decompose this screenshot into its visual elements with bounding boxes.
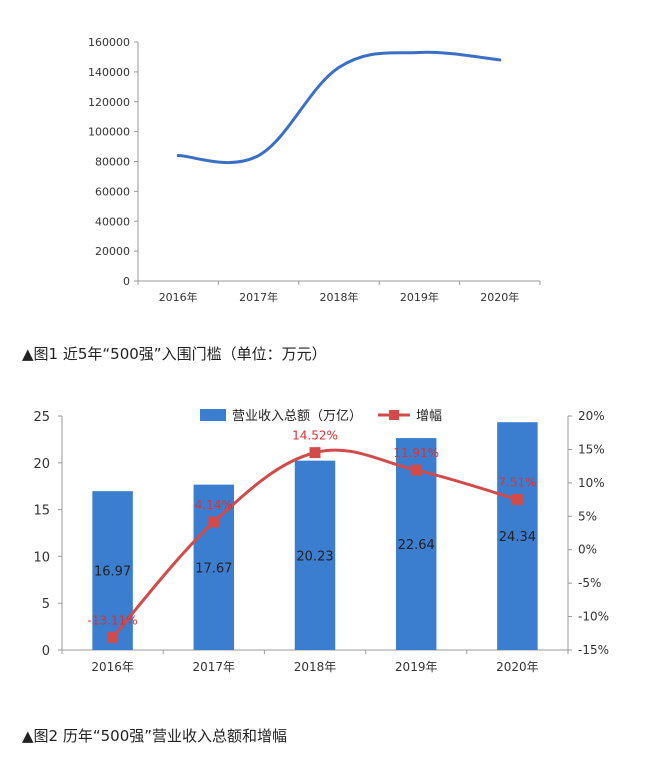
legend-growth-marker bbox=[389, 410, 399, 420]
y-tick-label: 100000 bbox=[88, 126, 130, 139]
chart-threshold-line: 0 20000 40000 60000 80000 100000 120000 140000 1… bbox=[88, 36, 541, 304]
y-tick-label: 120000 bbox=[88, 96, 130, 109]
revenue-bar-label: 22.64 bbox=[398, 538, 435, 553]
right-tick-label: 10% bbox=[578, 476, 605, 490]
x-tick-label: 2019年 bbox=[395, 660, 438, 674]
right-tick-label: -5% bbox=[578, 576, 601, 590]
revenue-bar bbox=[193, 484, 235, 650]
left-tick-label: 15 bbox=[33, 504, 50, 519]
growth-marker bbox=[410, 464, 422, 476]
left-tick-label: 5 bbox=[42, 597, 50, 612]
growth-marker bbox=[208, 516, 220, 528]
legend-revenue-label: 营业收入总额（万亿） bbox=[232, 409, 362, 424]
left-tick-label: 0 bbox=[42, 644, 50, 659]
chart-revenue-growth: 0 5 10 15 20 25 -15% -10% -5% 0% 5% 10% 15% 20% 2016年 2… bbox=[33, 409, 609, 674]
left-tick-label: 10 bbox=[33, 550, 50, 565]
right-tick-label: 5% bbox=[578, 509, 597, 523]
y-tick-label: 60000 bbox=[95, 185, 130, 198]
growth-marker bbox=[511, 494, 523, 506]
growth-label: 11.91% bbox=[393, 446, 439, 460]
growth-label: -13.11% bbox=[88, 613, 138, 627]
y-tick-label: 140000 bbox=[88, 66, 130, 79]
revenue-bar bbox=[497, 422, 538, 650]
x-tick-label: 2018年 bbox=[294, 660, 337, 674]
y-tick-label: 40000 bbox=[95, 215, 130, 228]
x-tick-label: 2019年 bbox=[400, 290, 439, 304]
revenue-bar bbox=[294, 460, 336, 650]
figure1-caption: ▲图1 近5年“500强”入围门槛（单位：万元） bbox=[22, 345, 327, 363]
x-tick-label: 2017年 bbox=[239, 290, 278, 304]
right-tick-label: -15% bbox=[578, 643, 609, 657]
legend-growth-label: 增幅 bbox=[416, 409, 442, 424]
x-tick-label: 2020年 bbox=[480, 290, 519, 304]
growth-marker bbox=[107, 631, 119, 643]
y-tick-label: 0 bbox=[123, 275, 130, 288]
x-tick-label: 2018年 bbox=[320, 290, 359, 304]
left-tick-label: 25 bbox=[33, 410, 50, 425]
left-tick-label: 20 bbox=[33, 457, 50, 472]
x-tick-label: 2016年 bbox=[159, 290, 198, 304]
y-tick-label: 160000 bbox=[88, 36, 130, 49]
revenue-bar-label: 17.67 bbox=[195, 561, 232, 576]
figure2-caption: ▲图2 历年“500强”营业收入总额和增幅 bbox=[22, 727, 288, 745]
x-tick-label: 2020年 bbox=[496, 660, 539, 674]
revenue-bar-label: 20.23 bbox=[296, 549, 333, 564]
growth-label: 7.51% bbox=[498, 476, 536, 490]
right-tick-label: 0% bbox=[578, 543, 597, 557]
y-tick-label: 80000 bbox=[95, 156, 130, 169]
right-tick-label: 20% bbox=[578, 409, 605, 423]
legend-revenue-swatch bbox=[200, 409, 226, 421]
right-tick-label: 15% bbox=[578, 442, 605, 456]
growth-label: 14.52% bbox=[292, 429, 338, 443]
revenue-bar-label: 16.97 bbox=[94, 565, 131, 580]
revenue-bar-label: 24.34 bbox=[499, 530, 536, 545]
growth-marker bbox=[309, 447, 321, 459]
x-tick-label: 2016年 bbox=[91, 660, 134, 674]
growth-label: 4.14% bbox=[195, 498, 233, 512]
right-tick-label: -10% bbox=[578, 610, 609, 624]
y-tick-label: 20000 bbox=[95, 245, 130, 258]
threshold-line bbox=[176, 50, 502, 165]
x-tick-label: 2017年 bbox=[193, 660, 236, 674]
